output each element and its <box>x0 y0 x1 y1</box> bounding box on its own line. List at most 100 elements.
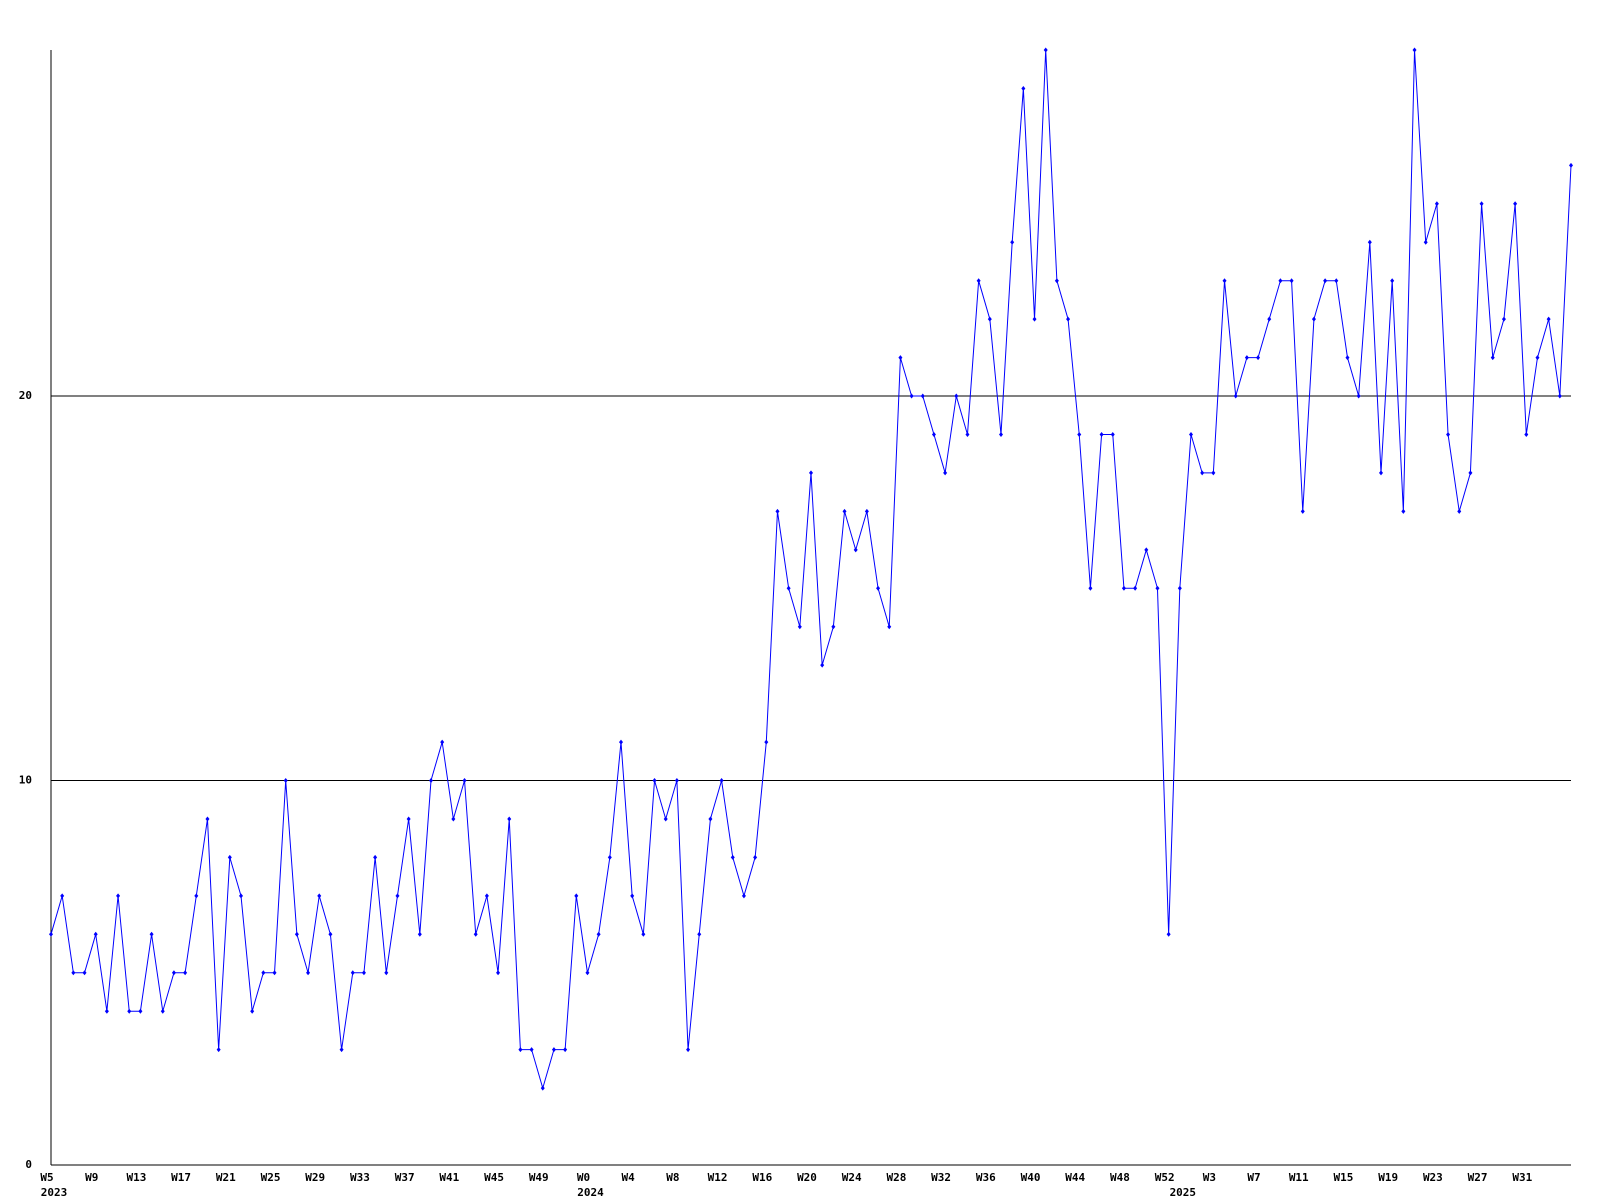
point-marker <box>160 1008 165 1014</box>
point-marker <box>395 893 400 899</box>
point-marker <box>417 931 422 937</box>
point-marker <box>719 778 724 784</box>
point-marker <box>373 854 378 860</box>
point-marker <box>1222 278 1227 284</box>
x-tick-label: W28 <box>886 1171 906 1184</box>
point-marker <box>1177 585 1182 591</box>
point-marker <box>294 931 299 937</box>
point-marker <box>473 931 478 937</box>
point-marker <box>1334 278 1339 284</box>
point-marker <box>596 931 601 937</box>
x-tick-label: W29 <box>305 1171 325 1184</box>
point-marker <box>607 854 612 860</box>
point-marker <box>406 816 411 822</box>
point-marker <box>1054 278 1059 284</box>
point-marker <box>943 470 948 476</box>
point-marker <box>93 931 98 937</box>
point-marker <box>1569 162 1573 168</box>
point-marker <box>641 931 646 937</box>
point-marker <box>451 816 456 822</box>
point-marker <box>384 970 389 976</box>
x-tick-label: W23 <box>1423 1171 1443 1184</box>
x-tick-label: W40 <box>1021 1171 1041 1184</box>
point-marker <box>1289 278 1294 284</box>
point-marker <box>82 970 87 976</box>
point-marker <box>1356 393 1361 399</box>
point-marker <box>1189 431 1193 437</box>
x-tick-label: W44 <box>1065 1171 1085 1184</box>
x-tick-label: W45 <box>484 1171 504 1184</box>
x-tick-label: W27 <box>1468 1171 1488 1184</box>
point-marker <box>440 739 445 745</box>
point-marker <box>49 931 53 937</box>
x-tick-label: W4 <box>622 1171 636 1184</box>
point-marker <box>171 970 176 976</box>
x-tick-label: W37 <box>395 1171 415 1184</box>
point-marker <box>1446 431 1451 437</box>
point-marker <box>216 1047 221 1053</box>
point-marker <box>1155 585 1160 591</box>
point-marker <box>999 431 1003 437</box>
point-marker <box>350 970 355 976</box>
point-marker <box>328 931 333 937</box>
point-marker <box>1166 931 1171 937</box>
point-marker <box>529 1047 534 1053</box>
point-marker <box>1211 470 1216 476</box>
x-tick-label: W52 <box>1155 1171 1175 1184</box>
point-marker <box>540 1085 545 1091</box>
point-marker <box>1043 47 1048 53</box>
x-tick-label: W5 <box>40 1171 53 1184</box>
x-tick-label: W8 <box>666 1171 679 1184</box>
point-marker <box>686 1047 691 1053</box>
point-marker <box>1066 316 1071 322</box>
x-tick-label: W31 <box>1512 1171 1532 1184</box>
point-marker <box>574 893 579 899</box>
x-tick-label: W19 <box>1378 1171 1398 1184</box>
point-marker <box>797 624 802 630</box>
x-tick-label: W12 <box>708 1171 728 1184</box>
point-marker <box>898 355 903 361</box>
point-marker <box>361 970 366 976</box>
y-tick-label: 20 <box>19 389 32 402</box>
point-marker <box>1133 585 1138 591</box>
point-marker <box>138 1008 143 1014</box>
point-marker <box>1457 508 1462 514</box>
point-marker <box>239 893 243 899</box>
point-marker <box>775 508 780 514</box>
point-marker <box>149 931 154 937</box>
point-marker <box>1535 355 1540 361</box>
point-marker <box>227 854 232 860</box>
point-marker <box>1345 355 1350 361</box>
point-marker <box>864 508 869 514</box>
year-label: 2025 <box>1170 1186 1197 1199</box>
point-marker <box>563 1047 568 1053</box>
x-tick-label: W16 <box>752 1171 772 1184</box>
x-tick-label: W41 <box>439 1171 459 1184</box>
x-tick-label: W11 <box>1289 1171 1309 1184</box>
x-tick-label: W36 <box>976 1171 996 1184</box>
point-marker <box>753 854 758 860</box>
point-marker <box>60 893 65 899</box>
x-tick-label: W3 <box>1203 1171 1216 1184</box>
point-marker <box>484 893 489 899</box>
point-marker <box>1311 316 1316 322</box>
point-marker <box>1468 470 1473 476</box>
y-tick-label: 10 <box>19 774 32 787</box>
point-marker <box>551 1047 556 1053</box>
x-tick-label: W20 <box>797 1171 817 1184</box>
point-marker <box>194 893 199 899</box>
point-marker <box>1256 355 1261 361</box>
point-marker <box>909 393 914 399</box>
x-tick-label: W0 <box>577 1171 590 1184</box>
x-tick-label: W49 <box>529 1171 549 1184</box>
point-marker <box>1401 508 1406 514</box>
point-marker <box>1244 355 1249 361</box>
point-marker <box>764 739 769 745</box>
point-marker <box>317 893 322 899</box>
point-marker <box>261 970 266 976</box>
point-marker <box>630 893 635 899</box>
point-marker <box>71 970 76 976</box>
point-marker <box>1513 201 1518 207</box>
point-marker <box>786 585 791 591</box>
